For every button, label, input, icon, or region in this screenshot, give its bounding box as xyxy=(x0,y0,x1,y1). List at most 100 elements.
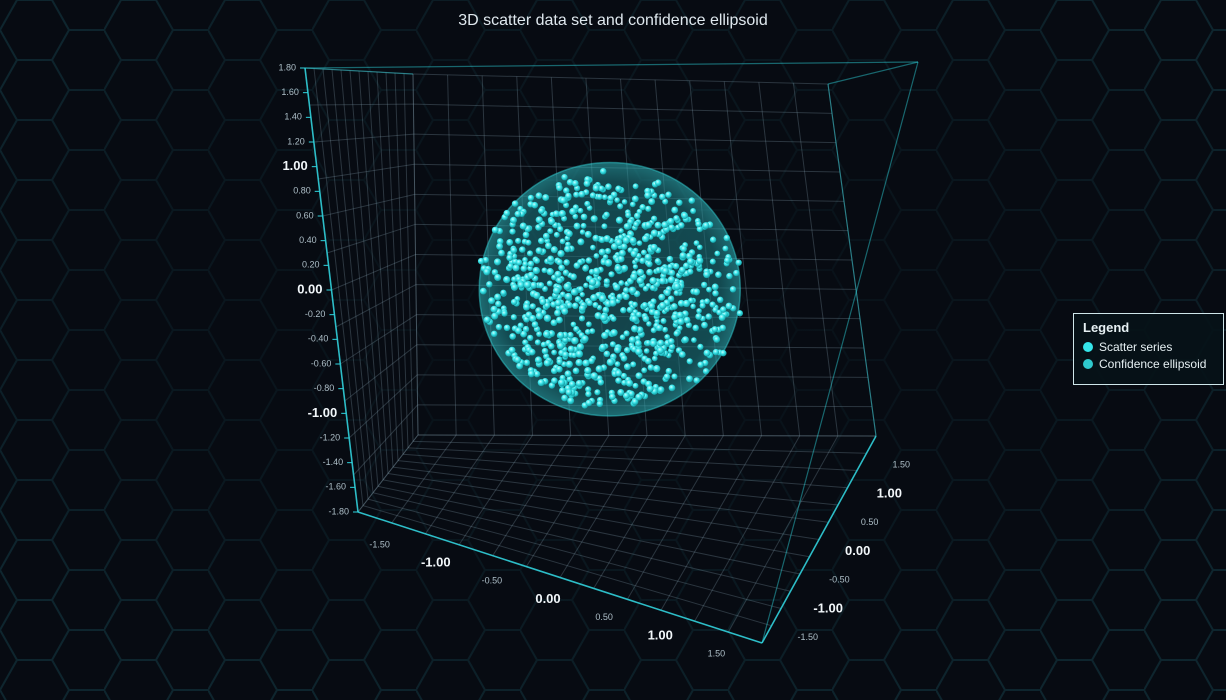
scatter-point xyxy=(477,257,485,265)
scatter-point xyxy=(546,280,553,287)
scatter-point xyxy=(639,257,646,264)
scatter-point xyxy=(543,314,552,322)
scatter-point xyxy=(511,276,518,283)
scatter-point xyxy=(525,239,532,246)
gridline-back-vertical xyxy=(723,81,762,436)
gridline-floor-width xyxy=(402,453,848,489)
scatter-point xyxy=(650,327,657,334)
z-tick-label: 1.50 xyxy=(893,460,911,470)
scatter-point xyxy=(693,377,700,384)
scatter-point xyxy=(552,286,561,295)
scatter-point xyxy=(630,315,638,323)
scatter-point xyxy=(735,259,742,266)
scatter-point xyxy=(500,289,507,296)
scatter-point xyxy=(703,349,711,357)
scatter-point xyxy=(676,199,683,206)
y-tick-label: 0.20 xyxy=(302,260,320,270)
scatter-point xyxy=(646,268,653,276)
scatter-point xyxy=(614,361,621,367)
scatter-point xyxy=(667,263,674,270)
scatter-point xyxy=(515,327,522,335)
scatter-point xyxy=(640,249,647,256)
scatter-point xyxy=(515,259,523,266)
scatter-point xyxy=(692,324,699,332)
gridline-left-horizontal xyxy=(313,133,414,143)
scatter-point xyxy=(554,270,562,278)
scatter-point xyxy=(665,367,672,375)
scatter-point xyxy=(630,250,638,258)
gridline-floor-width xyxy=(407,447,858,471)
scatter-point xyxy=(646,385,654,393)
scatter-point xyxy=(509,228,516,235)
scatter-point xyxy=(595,365,603,373)
legend-item-scatter-series[interactable]: Scatter series xyxy=(1083,340,1214,354)
gridline-floor-width xyxy=(387,473,820,540)
gridline-floor-depth xyxy=(626,435,724,600)
scatter-point xyxy=(619,334,626,341)
scatter-point xyxy=(668,269,676,277)
scatter-point xyxy=(713,336,721,343)
scatter-point xyxy=(711,326,719,333)
scatter-point xyxy=(668,343,676,351)
scatter-point xyxy=(628,286,637,295)
scatter-point xyxy=(527,194,535,202)
gridline-floor-depth xyxy=(593,435,686,589)
scatter-point xyxy=(535,312,544,320)
scatter-point xyxy=(696,225,703,233)
scatter-point xyxy=(510,314,517,321)
scatter-points-layer xyxy=(477,168,744,409)
gridline-left-horizontal xyxy=(353,404,418,476)
scatter-point xyxy=(665,191,672,198)
scatter-point xyxy=(516,362,524,370)
scatter-point xyxy=(529,303,536,310)
scatter-point xyxy=(615,369,622,377)
scatter-point xyxy=(565,230,573,238)
scatter-point xyxy=(545,242,552,250)
scatter-point xyxy=(671,373,678,380)
scatter-point xyxy=(657,339,665,347)
scatter-point xyxy=(603,278,610,285)
gridline-left-horizontal xyxy=(357,434,419,513)
z-tick-label: -1.00 xyxy=(813,600,843,615)
scatter-point xyxy=(668,224,675,231)
scatter-point xyxy=(725,302,733,310)
gridline-left-vertical xyxy=(403,73,414,442)
gridline-left-vertical xyxy=(340,69,379,487)
scatter-point xyxy=(623,347,631,354)
x-tick-label: 1.50 xyxy=(708,648,726,658)
scatter-point xyxy=(503,209,511,217)
y-tick-label: -1.80 xyxy=(328,506,349,516)
scatter-point xyxy=(621,264,629,272)
scatter-point xyxy=(570,273,577,281)
y-tick-label: 0.00 xyxy=(297,281,322,296)
gridline-back-horizontal xyxy=(413,133,837,144)
scatter-point xyxy=(673,215,680,222)
scatter-point xyxy=(578,190,586,198)
scatter-point xyxy=(574,296,582,303)
scatter-point xyxy=(519,222,527,230)
gridline-back-vertical xyxy=(447,74,457,436)
y-tick-label: -0.40 xyxy=(308,334,329,344)
scatter-point xyxy=(601,223,608,230)
scatter-point xyxy=(632,382,639,389)
scatter-point xyxy=(718,314,726,322)
scatter-point xyxy=(534,339,541,346)
scatter-point xyxy=(592,234,600,242)
scatter-point xyxy=(598,248,606,256)
gridline-left-horizontal xyxy=(340,314,417,365)
scatter-point xyxy=(575,350,584,358)
scatter-point xyxy=(650,229,659,237)
scatter-point xyxy=(650,215,658,222)
scatter-point xyxy=(556,358,563,365)
scatter-point xyxy=(720,349,727,357)
scatter-point xyxy=(664,289,671,297)
scatter-point xyxy=(479,287,487,295)
scatter-point xyxy=(542,286,548,292)
legend-item-confidence-ellipsoid[interactable]: Confidence ellipsoid xyxy=(1083,357,1214,371)
scatter-point xyxy=(719,324,726,332)
scatter-point xyxy=(709,301,716,308)
scatter-point xyxy=(583,180,591,187)
z-tick-label: 1.00 xyxy=(877,485,902,500)
y-tick-label: 1.20 xyxy=(287,136,305,146)
y-tick-label: 0.80 xyxy=(293,186,311,196)
